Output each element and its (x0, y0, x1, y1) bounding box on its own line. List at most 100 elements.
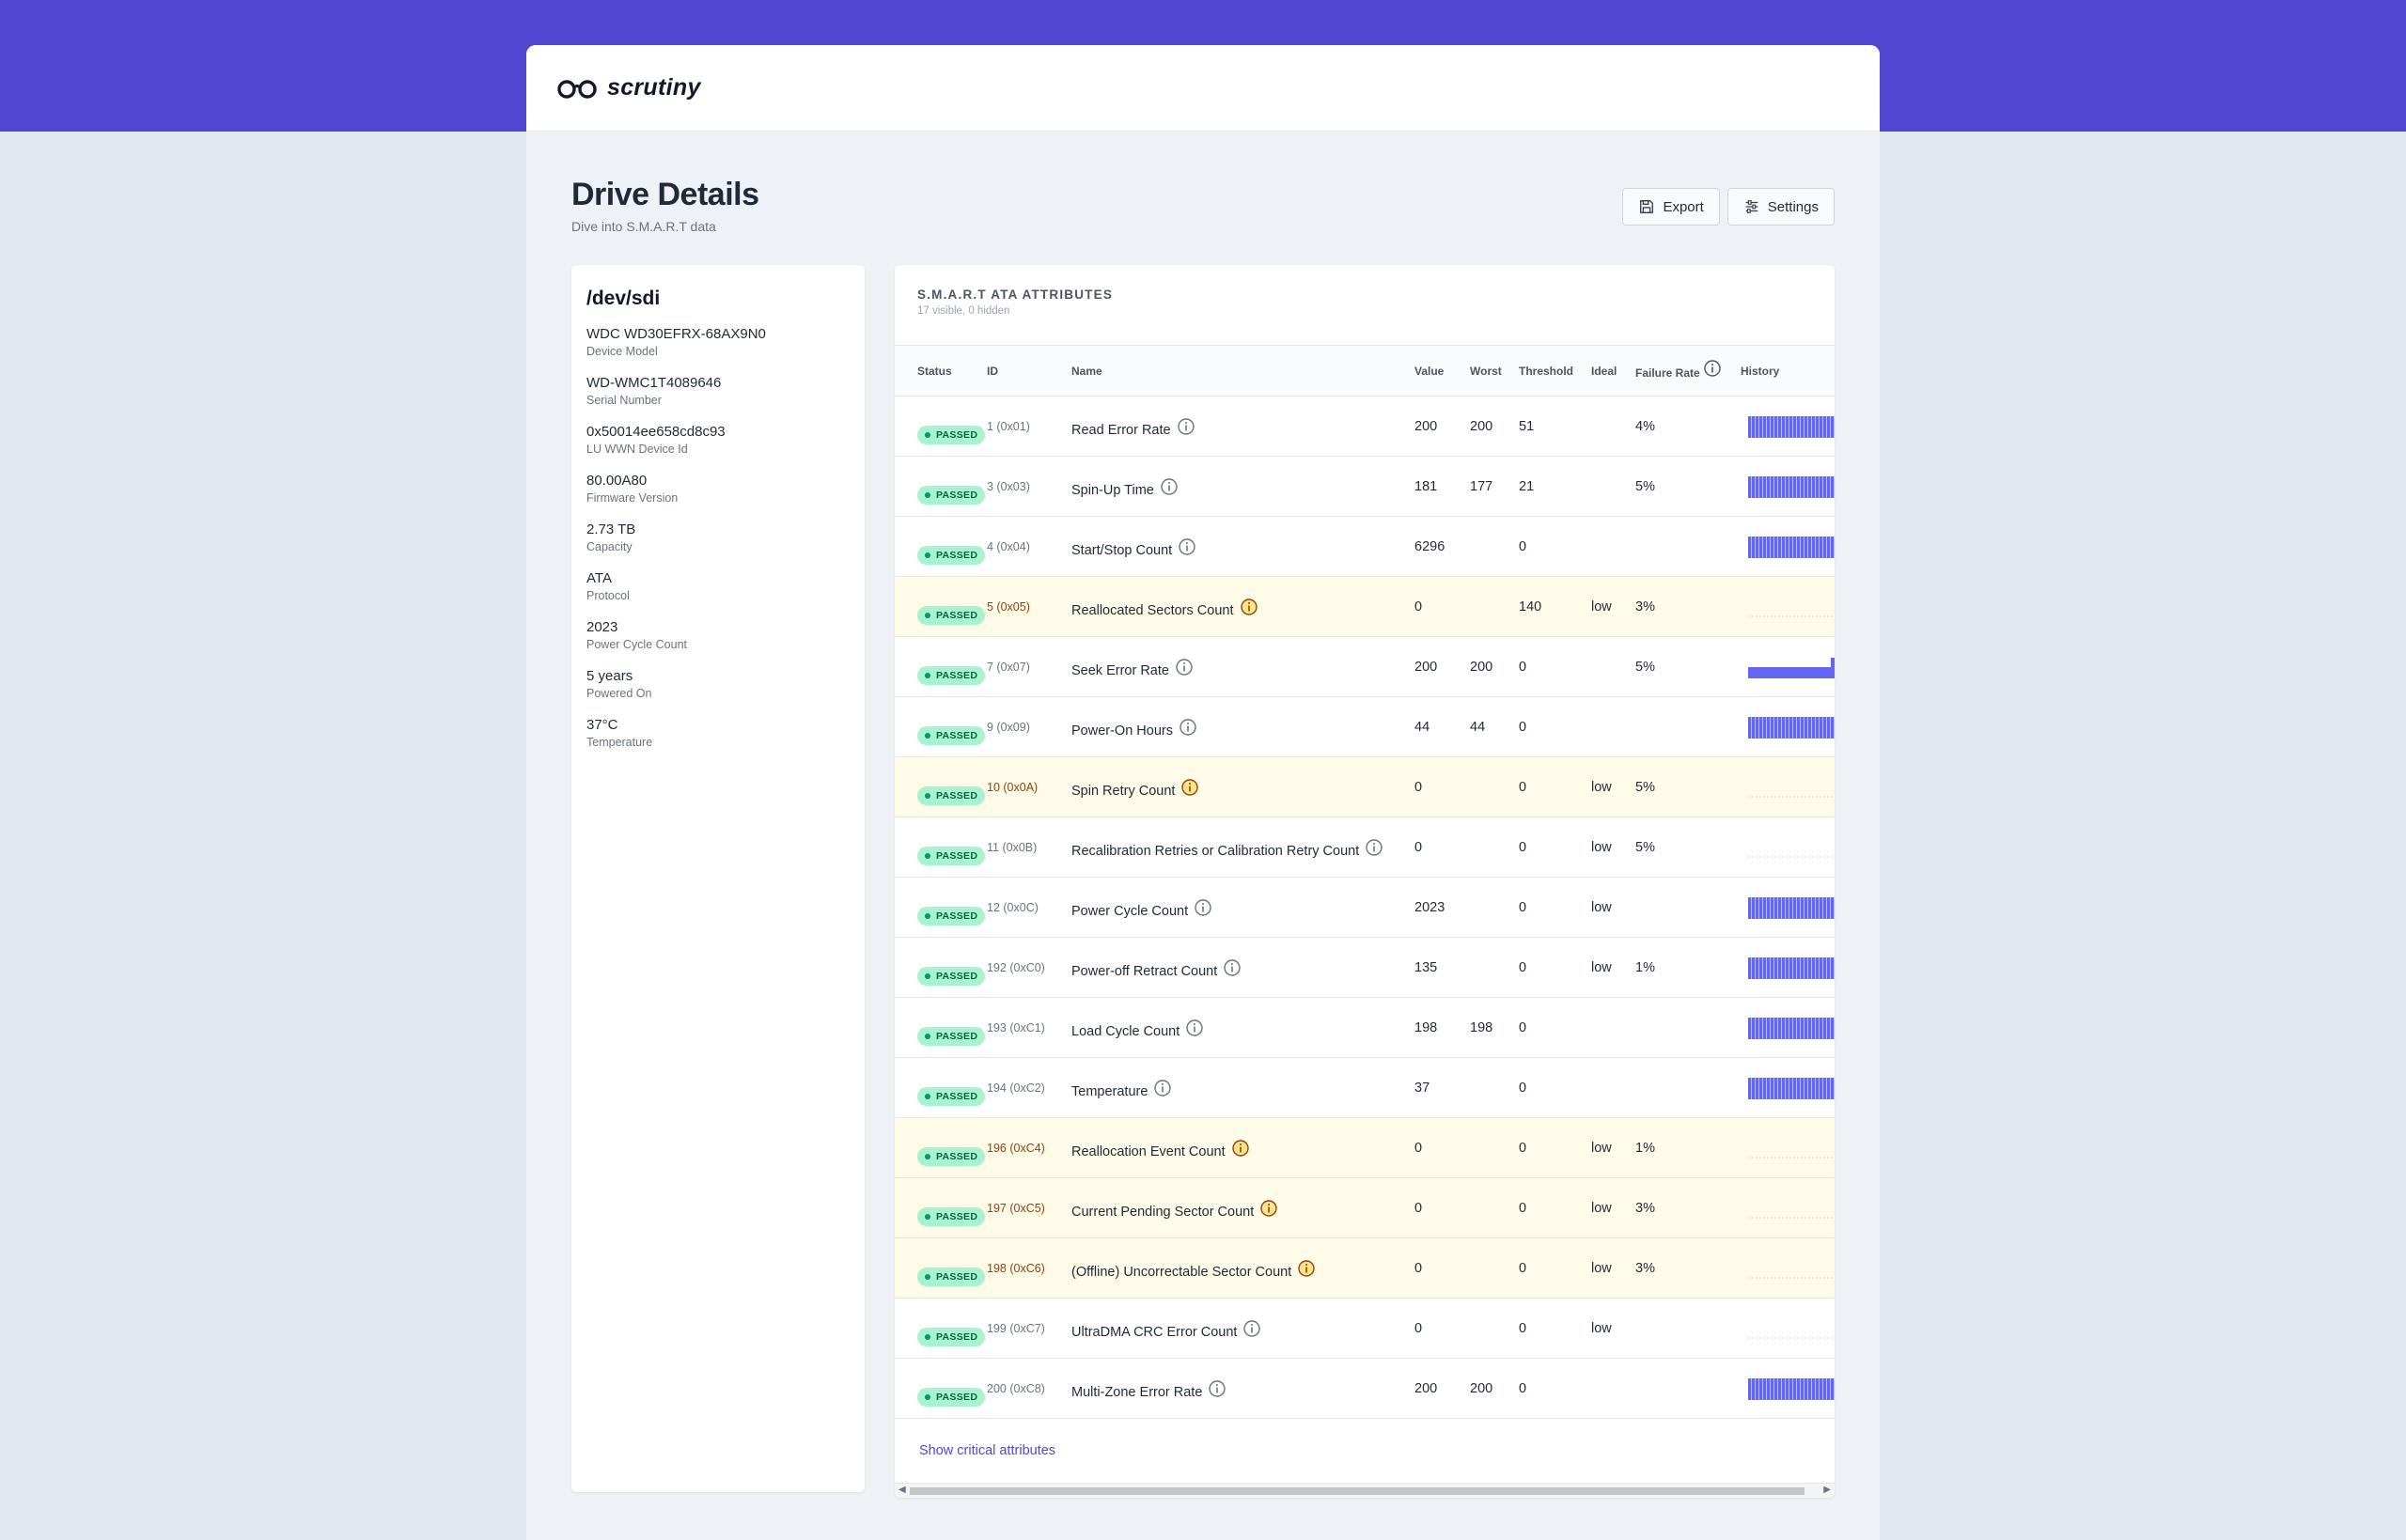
horizontal-scrollbar[interactable]: ◀ ▶ (895, 1483, 1835, 1498)
app-shell: scrutiny Drive Details Dive into S.M.A.R… (526, 45, 1880, 1540)
status-badge: PASSED (917, 1206, 986, 1226)
status-badge: PASSED (917, 485, 986, 505)
col-id[interactable]: ID (987, 364, 998, 378)
info-icon[interactable] (1259, 1199, 1278, 1218)
scrollbar-thumb[interactable] (910, 1487, 1804, 1495)
table-row[interactable]: PASSED 7 (0x07) Seek Error Rate 200 200 0 5% (895, 637, 1835, 697)
attribute-threshold: 0 (1519, 959, 1527, 975)
attribute-id: 1 (0x01) (987, 419, 1030, 433)
history-sparkline[interactable] (1748, 1257, 1835, 1280)
info-icon[interactable] (1365, 838, 1383, 857)
table-row[interactable]: PASSED 199 (0xC7) UltraDMA CRC Error Count… (895, 1299, 1835, 1359)
attribute-value: 200 (1414, 659, 1438, 675)
info-icon[interactable] (1160, 477, 1179, 496)
info-icon[interactable] (1297, 1259, 1316, 1278)
table-row[interactable]: PASSED 192 (0xC0) Power-off Retract Count 1… (895, 938, 1835, 998)
history-sparkline[interactable] (1748, 656, 1835, 678)
attribute-threshold: 0 (1519, 1380, 1527, 1396)
table-row[interactable]: PASSED 1 (0x01) Read Error Rate 200 200 51 4% (895, 397, 1835, 457)
table-row[interactable]: PASSED 12 (0x0C) Power Cycle Count 2023 0 low (895, 878, 1835, 938)
attribute-id: 7 (0x07) (987, 660, 1030, 674)
export-button[interactable]: Export (1622, 188, 1720, 226)
history-sparkline[interactable] (1748, 1377, 1835, 1400)
col-value[interactable]: Value (1414, 364, 1445, 378)
info-icon[interactable] (1240, 598, 1258, 616)
history-sparkline[interactable] (1748, 415, 1835, 438)
status-badge: PASSED (917, 1146, 986, 1166)
table-row[interactable]: PASSED 11 (0x0B) Recalibration Retries or … (895, 817, 1835, 878)
info-icon[interactable] (1242, 1319, 1261, 1338)
history-sparkline[interactable] (1748, 836, 1835, 859)
history-sparkline[interactable] (1748, 1137, 1835, 1159)
show-critical-attributes-link[interactable]: Show critical attributes (919, 1443, 1056, 1458)
col-history[interactable]: History (1741, 364, 1780, 378)
settings-button[interactable]: Settings (1726, 188, 1835, 226)
device-info-label: Power Cycle Count (586, 638, 687, 651)
history-sparkline[interactable] (1748, 475, 1835, 498)
history-sparkline[interactable] (1748, 776, 1835, 799)
attribute-threshold: 0 (1519, 1200, 1527, 1216)
app-logo[interactable]: scrutiny (556, 74, 701, 101)
attribute-failure-rate: 3% (1635, 1200, 1655, 1216)
table-row[interactable]: PASSED 3 (0x03) Spin-Up Time 181 177 21 5% (895, 457, 1835, 517)
app-header: scrutiny (526, 45, 1880, 132)
device-info-value: 0x50014ee658cd8c93 (586, 424, 726, 440)
col-worst[interactable]: Worst (1470, 364, 1502, 378)
device-info-value: WD-WMC1T4089646 (586, 375, 722, 391)
scroll-left-arrow-icon[interactable]: ◀ (898, 1485, 906, 1495)
history-sparkline[interactable] (1748, 1317, 1835, 1340)
device-info-item: ATA Protocol (586, 569, 850, 602)
status-badge: PASSED (917, 1327, 986, 1346)
info-icon[interactable] (1185, 1019, 1204, 1037)
table-row[interactable]: PASSED 10 (0x0A) Spin Retry Count 0 0 low 5% (895, 757, 1835, 817)
history-sparkline[interactable] (1748, 596, 1835, 618)
col-threshold[interactable]: Threshold (1519, 364, 1574, 378)
device-info-label: LU WWN Device Id (586, 443, 688, 456)
history-sparkline[interactable] (1748, 1077, 1835, 1099)
status-badge: PASSED (917, 1387, 986, 1407)
info-icon[interactable] (1231, 1139, 1250, 1158)
info-icon[interactable] (1194, 898, 1212, 917)
col-ideal[interactable]: Ideal (1591, 364, 1617, 378)
export-label: Export (1663, 198, 1704, 215)
history-sparkline[interactable] (1748, 896, 1835, 919)
failure-rate-info-icon[interactable] (1703, 359, 1722, 378)
info-icon[interactable] (1175, 658, 1194, 677)
info-icon[interactable] (1223, 958, 1242, 977)
info-icon[interactable] (1180, 778, 1199, 797)
info-icon[interactable] (1179, 718, 1197, 737)
history-sparkline[interactable] (1748, 536, 1835, 558)
table-row[interactable]: PASSED 200 (0xC8) Multi-Zone Error Rate 200… (895, 1359, 1835, 1419)
history-sparkline[interactable] (1748, 716, 1835, 739)
history-sparkline[interactable] (1748, 1197, 1835, 1220)
scroll-right-arrow-icon[interactable]: ▶ (1823, 1485, 1831, 1495)
history-sparkline[interactable] (1748, 957, 1835, 979)
info-icon[interactable] (1177, 417, 1195, 436)
attribute-threshold: 0 (1519, 779, 1527, 795)
attribute-failure-rate: 3% (1635, 1260, 1655, 1276)
info-icon[interactable] (1178, 537, 1196, 556)
table-row[interactable]: PASSED 9 (0x09) Power-On Hours 44 44 0 (895, 697, 1835, 757)
col-name[interactable]: Name (1071, 364, 1102, 378)
table-row[interactable]: PASSED 193 (0xC1) Load Cycle Count 198 198 0 (895, 998, 1835, 1058)
attribute-name-cell: (Offline) Uncorrectable Sector Count (1071, 1259, 1316, 1280)
attribute-worst: 198 (1470, 1019, 1493, 1035)
table-row[interactable]: PASSED 5 (0x05) Reallocated Sectors Count 0… (895, 577, 1835, 637)
device-info-value: 80.00A80 (586, 473, 648, 489)
col-status[interactable]: Status (917, 364, 952, 378)
table-row[interactable]: PASSED 4 (0x04) Start/Stop Count 6296 0 (895, 517, 1835, 577)
device-info-label: Serial Number (586, 394, 662, 407)
attribute-failure-rate: 3% (1635, 599, 1655, 614)
attribute-threshold: 0 (1519, 659, 1527, 675)
device-info-item: 37°C Temperature (586, 716, 850, 749)
col-failure-rate[interactable]: Failure Rate (1635, 366, 1700, 380)
info-icon[interactable] (1153, 1079, 1172, 1097)
table-row[interactable]: PASSED 194 (0xC2) Temperature 37 0 (895, 1058, 1835, 1118)
table-row[interactable]: PASSED 196 (0xC4) Reallocation Event Count… (895, 1118, 1835, 1178)
table-row[interactable]: PASSED 198 (0xC6) (Offline) Uncorrectable … (895, 1238, 1835, 1299)
info-icon[interactable] (1208, 1379, 1226, 1398)
table-row[interactable]: PASSED 197 (0xC5) Current Pending Sector C… (895, 1178, 1835, 1238)
attribute-name: Spin Retry Count (1071, 783, 1176, 799)
history-sparkline[interactable] (1748, 1017, 1835, 1039)
attribute-ideal: low (1591, 839, 1612, 855)
